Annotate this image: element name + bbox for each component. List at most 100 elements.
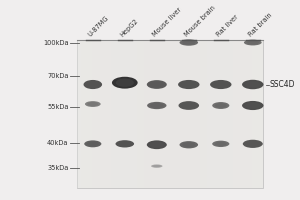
Ellipse shape <box>153 165 161 167</box>
FancyBboxPatch shape <box>211 40 214 188</box>
Text: 35kDa: 35kDa <box>47 165 68 171</box>
FancyBboxPatch shape <box>192 40 196 188</box>
Ellipse shape <box>147 140 167 149</box>
FancyBboxPatch shape <box>177 40 181 188</box>
Ellipse shape <box>246 141 260 147</box>
Ellipse shape <box>179 141 198 148</box>
Ellipse shape <box>116 140 134 147</box>
FancyBboxPatch shape <box>196 40 200 188</box>
Ellipse shape <box>243 140 263 148</box>
Text: U-87MG: U-87MG <box>87 15 110 38</box>
Ellipse shape <box>112 77 138 89</box>
FancyBboxPatch shape <box>188 40 192 188</box>
Ellipse shape <box>116 79 134 87</box>
Ellipse shape <box>87 141 99 146</box>
FancyBboxPatch shape <box>81 40 85 188</box>
FancyBboxPatch shape <box>152 40 155 188</box>
Ellipse shape <box>150 142 164 148</box>
FancyBboxPatch shape <box>166 40 170 188</box>
FancyBboxPatch shape <box>174 40 177 188</box>
FancyBboxPatch shape <box>207 40 211 188</box>
FancyBboxPatch shape <box>159 40 163 188</box>
FancyBboxPatch shape <box>96 40 99 188</box>
FancyBboxPatch shape <box>110 40 114 188</box>
Ellipse shape <box>245 81 260 88</box>
Ellipse shape <box>85 101 101 107</box>
FancyBboxPatch shape <box>92 40 96 188</box>
FancyBboxPatch shape <box>244 40 248 188</box>
FancyBboxPatch shape <box>163 40 166 188</box>
FancyBboxPatch shape <box>103 40 107 188</box>
Ellipse shape <box>213 81 228 88</box>
Ellipse shape <box>178 101 199 110</box>
FancyBboxPatch shape <box>259 40 263 188</box>
Ellipse shape <box>150 103 164 108</box>
Ellipse shape <box>242 101 263 110</box>
Ellipse shape <box>215 142 227 146</box>
FancyBboxPatch shape <box>144 40 148 188</box>
FancyBboxPatch shape <box>233 40 237 188</box>
FancyBboxPatch shape <box>185 40 188 188</box>
Text: SSC4D: SSC4D <box>270 80 296 89</box>
FancyBboxPatch shape <box>155 40 159 188</box>
FancyBboxPatch shape <box>148 40 152 188</box>
Ellipse shape <box>210 80 232 89</box>
Ellipse shape <box>86 81 99 88</box>
FancyBboxPatch shape <box>218 40 222 188</box>
Ellipse shape <box>244 40 262 45</box>
Ellipse shape <box>179 39 198 46</box>
Ellipse shape <box>151 164 163 168</box>
Text: 55kDa: 55kDa <box>47 104 68 110</box>
FancyBboxPatch shape <box>226 40 230 188</box>
FancyBboxPatch shape <box>255 40 259 188</box>
FancyBboxPatch shape <box>85 40 88 188</box>
Text: Mouse liver: Mouse liver <box>151 7 182 38</box>
Text: Rat brain: Rat brain <box>247 12 273 38</box>
Text: HepG2: HepG2 <box>119 18 140 38</box>
FancyBboxPatch shape <box>241 40 244 188</box>
FancyBboxPatch shape <box>181 40 185 188</box>
Ellipse shape <box>147 80 167 89</box>
FancyBboxPatch shape <box>114 40 118 188</box>
Ellipse shape <box>215 103 227 108</box>
Text: 100kDa: 100kDa <box>43 40 68 46</box>
Ellipse shape <box>182 40 195 45</box>
Text: Rat liver: Rat liver <box>215 14 239 38</box>
FancyBboxPatch shape <box>118 40 122 188</box>
FancyBboxPatch shape <box>125 40 129 188</box>
FancyBboxPatch shape <box>136 40 140 188</box>
FancyBboxPatch shape <box>252 40 255 188</box>
Ellipse shape <box>212 102 230 109</box>
FancyBboxPatch shape <box>77 40 263 188</box>
FancyBboxPatch shape <box>129 40 133 188</box>
FancyBboxPatch shape <box>200 40 203 188</box>
Text: 40kDa: 40kDa <box>47 140 68 146</box>
Ellipse shape <box>118 141 131 146</box>
FancyBboxPatch shape <box>230 40 233 188</box>
Ellipse shape <box>212 141 230 147</box>
FancyBboxPatch shape <box>237 40 241 188</box>
Ellipse shape <box>182 142 195 147</box>
FancyBboxPatch shape <box>99 40 103 188</box>
FancyBboxPatch shape <box>140 40 144 188</box>
Ellipse shape <box>181 81 196 88</box>
Ellipse shape <box>242 80 263 89</box>
Ellipse shape <box>182 102 196 109</box>
FancyBboxPatch shape <box>214 40 218 188</box>
Ellipse shape <box>178 80 200 89</box>
FancyBboxPatch shape <box>107 40 110 188</box>
Ellipse shape <box>84 140 101 147</box>
FancyBboxPatch shape <box>77 40 81 188</box>
Text: Mouse brain: Mouse brain <box>183 5 216 38</box>
Ellipse shape <box>150 81 164 88</box>
Ellipse shape <box>87 102 98 106</box>
Ellipse shape <box>147 102 167 109</box>
FancyBboxPatch shape <box>122 40 125 188</box>
FancyBboxPatch shape <box>88 40 92 188</box>
Ellipse shape <box>245 102 260 109</box>
FancyBboxPatch shape <box>133 40 136 188</box>
FancyBboxPatch shape <box>203 40 207 188</box>
Ellipse shape <box>83 80 102 89</box>
FancyBboxPatch shape <box>248 40 252 188</box>
Ellipse shape <box>247 40 259 45</box>
